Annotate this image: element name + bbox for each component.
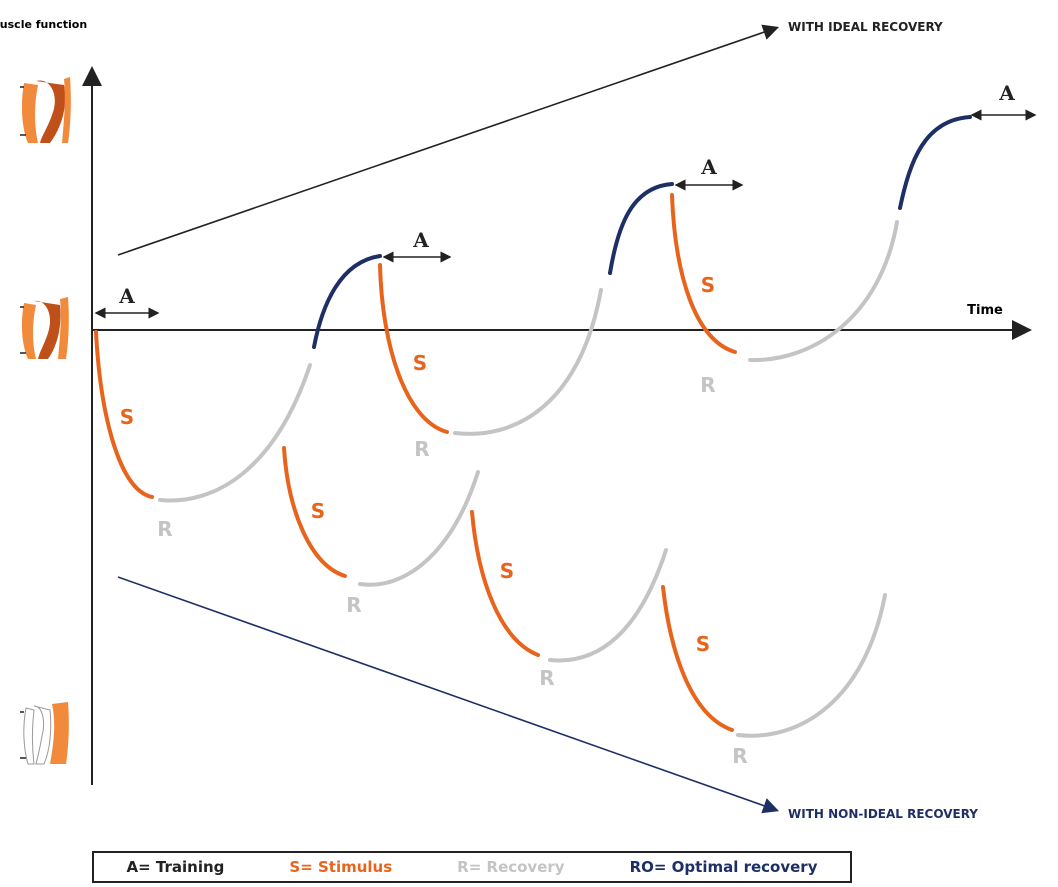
recovery-curve	[748, 220, 899, 363]
optimal-recovery-curve	[312, 254, 382, 349]
legend: A= Training S= Stimulus R= Recovery RO= …	[92, 851, 852, 883]
recovery-curve	[548, 548, 668, 663]
legend-stimulus: S= Stimulus	[289, 858, 393, 876]
stimulus-curve	[670, 193, 737, 354]
y-axis-label: Muscle function	[0, 18, 87, 31]
recovery-label: R	[700, 373, 715, 397]
non-ideal-recovery-label: WITH NON-IDEAL RECOVERY	[788, 807, 978, 821]
recovery-label: R	[414, 437, 429, 461]
ideal-trend-line	[117, 24, 780, 256]
recovery-curve	[158, 363, 312, 503]
recovery-label: R	[346, 593, 361, 617]
training-label: A	[998, 81, 1015, 105]
recovery-label: R	[732, 744, 747, 768]
muscle-icon-weak	[20, 702, 69, 765]
legend-recovery: R= Recovery	[457, 858, 565, 876]
training-label: A	[412, 228, 429, 252]
recovery-curve	[358, 470, 480, 587]
optimal-recovery-curve	[608, 182, 674, 275]
stimulus-curve	[94, 330, 154, 499]
stimulus-label: S	[500, 559, 514, 583]
recovery-curve	[736, 593, 887, 738]
muscle-icon-normal	[20, 297, 69, 359]
training-label: A	[700, 155, 717, 179]
recovery-label: R	[539, 666, 554, 690]
stimulus-curve	[378, 263, 449, 434]
stimulus-curve	[470, 510, 540, 657]
non-ideal-trend-line	[117, 576, 780, 814]
ideal-recovery-label: WITH IDEAL RECOVERY	[788, 20, 943, 34]
stimulus-curve	[661, 585, 734, 732]
legend-training: A= Training	[126, 858, 225, 876]
stimulus-label: S	[413, 351, 427, 375]
recovery-label: R	[157, 517, 172, 541]
recovery-curve	[453, 288, 603, 436]
stimulus-label: S	[701, 273, 715, 297]
stimulus-label: S	[311, 499, 325, 523]
muscle-icon-strong	[20, 77, 71, 143]
training-label: A	[118, 284, 135, 308]
stimulus-curve	[282, 446, 347, 578]
stimulus-label: S	[696, 632, 710, 656]
optimal-recovery-curve	[898, 115, 972, 210]
x-axis-label: Time	[967, 303, 1003, 318]
legend-optimal-recovery: RO= Optimal recovery	[629, 858, 818, 876]
stimulus-label: S	[120, 405, 134, 429]
